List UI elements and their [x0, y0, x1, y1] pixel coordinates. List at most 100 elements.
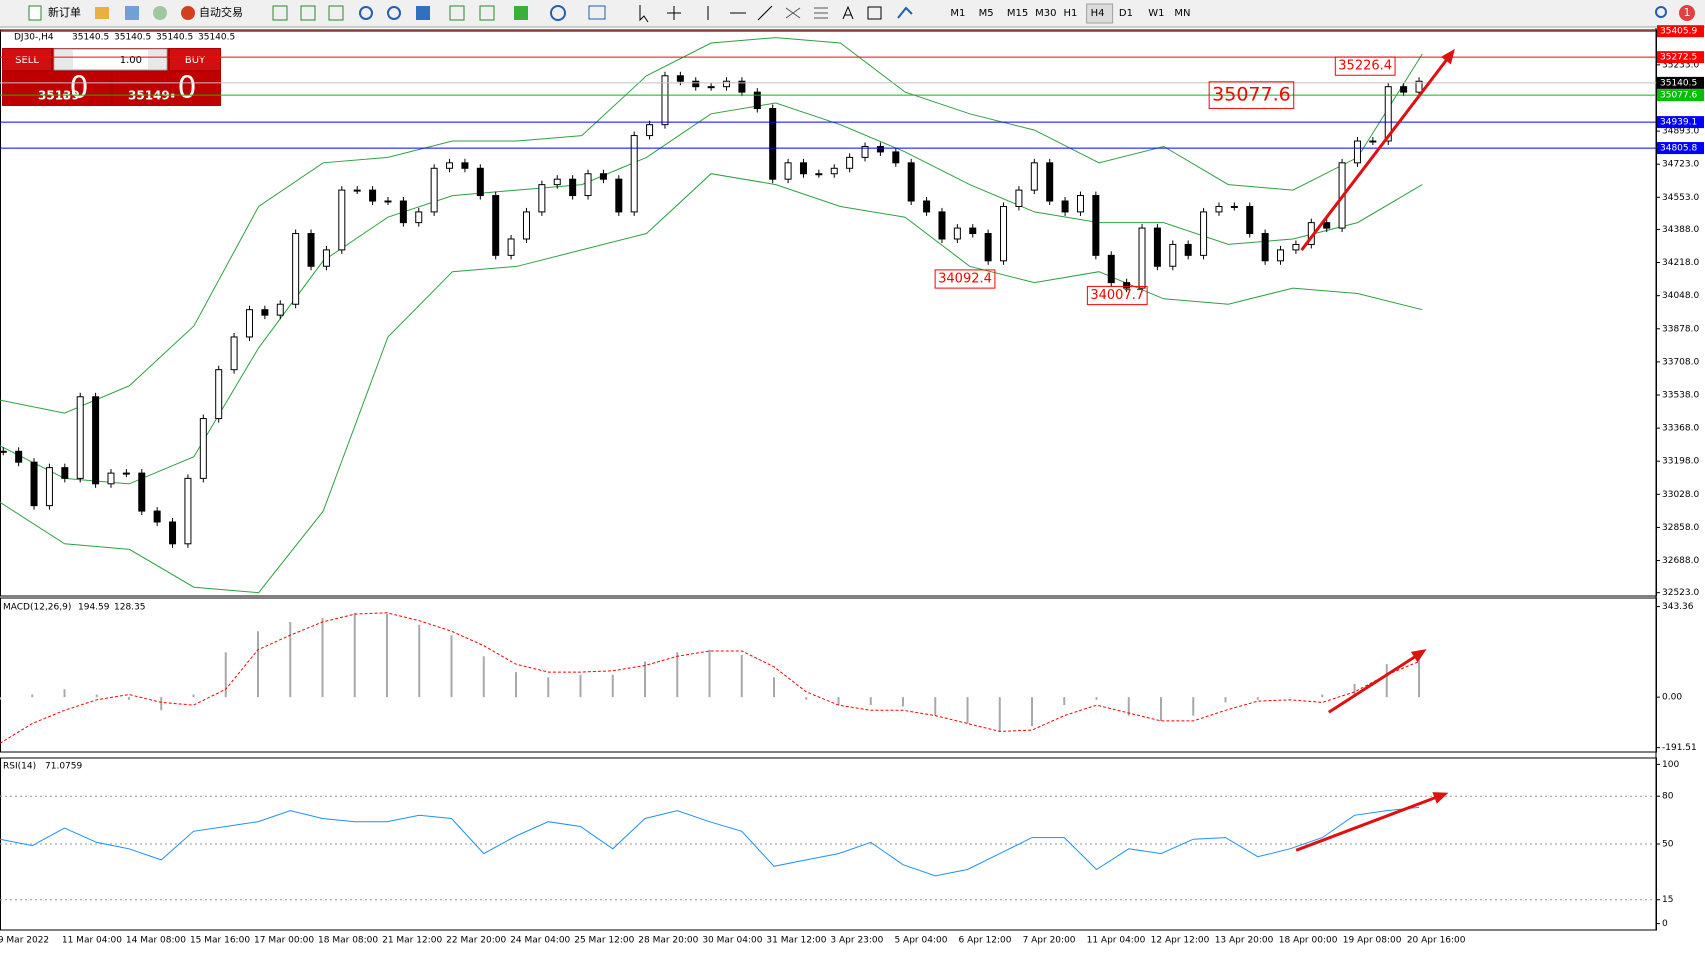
zoom-out-icon[interactable]: [387, 6, 401, 20]
label-icon[interactable]: [867, 6, 882, 20]
candle: [199, 418, 207, 479]
time-label: 17 Mar 00:00: [254, 936, 314, 946]
lot-down[interactable]: [55, 50, 73, 69]
fibo-icon[interactable]: [814, 7, 828, 19]
toolbar-icon[interactable]: [479, 5, 495, 21]
indicator-value: 128.35: [114, 603, 146, 613]
toolbar-icon[interactable]: [550, 5, 566, 21]
indicator-title: MACD(12,26,9): [3, 603, 71, 613]
time-label: 13 Apr 20:00: [1215, 936, 1274, 946]
search-icon[interactable]: [1655, 6, 1667, 18]
lot-up[interactable]: [148, 50, 166, 69]
candle: [907, 162, 915, 202]
toolbar-icon[interactable]: [328, 5, 344, 21]
arrow-annotation: [1327, 653, 1420, 714]
notification-count: 1: [1684, 6, 1691, 19]
auto-trading-button[interactable]: 自动交易: [199, 5, 243, 19]
buy-label: BUY: [185, 55, 206, 66]
timeframe-button[interactable]: M1: [950, 8, 965, 19]
candle: [76, 396, 84, 479]
trendline-icon[interactable]: [757, 5, 773, 21]
lot-input[interactable]: [53, 48, 168, 71]
timeframe-button[interactable]: M15: [1007, 8, 1028, 19]
timeframe-button[interactable]: H1: [1063, 8, 1077, 19]
candle: [45, 467, 53, 507]
toolbar-icon[interactable]: [95, 7, 109, 19]
candle: [276, 303, 284, 316]
price-label-box: [1657, 76, 1704, 89]
candle: [753, 91, 761, 109]
candle: [446, 162, 454, 169]
toolbar-icon[interactable]: [514, 6, 528, 20]
macd-bar: [805, 697, 808, 700]
macd-bar: [676, 652, 679, 698]
ohlc-value: 35140.5: [198, 33, 235, 43]
price-label: 35077.6: [1660, 91, 1697, 101]
candle: [815, 173, 823, 176]
new-order-button[interactable]: 新订单: [48, 5, 81, 19]
toolbar-icon[interactable]: [153, 6, 167, 20]
timeframe-button[interactable]: M30: [1035, 8, 1056, 19]
crosshair-icon[interactable]: [667, 6, 681, 20]
toolbar-icon[interactable]: [272, 5, 288, 21]
auto-trading-icon[interactable]: [181, 6, 195, 20]
time-label: 18 Mar 08:00: [318, 936, 378, 946]
price-label: 34805.8: [1660, 144, 1697, 154]
macd-bar: [740, 654, 743, 698]
macd-bar: [418, 624, 421, 698]
rsi-line: [0, 806, 1420, 877]
macd-bar: [1418, 651, 1421, 698]
toolbar-icon[interactable]: [785, 7, 801, 19]
price-label: 35405.9: [1660, 27, 1697, 37]
candle: [1169, 243, 1177, 267]
candle: [1277, 249, 1285, 262]
macd-bar: [160, 697, 163, 711]
notification-badge[interactable]: [1679, 5, 1695, 21]
time-label: 11 Mar 04:00: [62, 936, 122, 946]
candle: [984, 233, 992, 262]
candle: [61, 467, 69, 479]
y-tick-label: 100: [1662, 760, 1679, 770]
price-annotation: 35226.4: [1338, 59, 1392, 74]
toolbar-icon[interactable]: [416, 6, 430, 20]
text-icon[interactable]: [842, 5, 854, 20]
candle: [599, 173, 607, 180]
candle: [215, 369, 223, 420]
sell-button[interactable]: [3, 49, 51, 70]
candle: [399, 200, 407, 224]
new-order-icon[interactable]: [28, 5, 42, 21]
y-tick-label: 34553.0: [1662, 193, 1699, 203]
price-annotation: 35077.6: [1212, 84, 1291, 106]
y-tick-label: 33028.0: [1662, 490, 1699, 500]
zoom-in-icon[interactable]: [359, 6, 373, 20]
candle: [1200, 211, 1208, 256]
buy-price-box[interactable]: [113, 72, 220, 105]
toolbar-icon[interactable]: [897, 6, 913, 19]
timeframe-button[interactable]: W1: [1148, 8, 1164, 19]
timeframe-button[interactable]: H4: [1091, 8, 1105, 19]
macd-signal: [0, 612, 1420, 744]
sell-price-box[interactable]: [3, 72, 110, 105]
time-label: 25 Mar 12:00: [574, 936, 634, 946]
candle: [969, 227, 977, 235]
y-tick-label: 32858.0: [1662, 523, 1699, 533]
panel-frame: [0, 597, 1657, 753]
toolbar-icon[interactable]: [449, 5, 465, 21]
toolbar-icon[interactable]: [588, 5, 606, 20]
candle: [261, 309, 269, 316]
candle: [1123, 282, 1131, 289]
panel-frame: [0, 757, 1657, 931]
timeframe-button[interactable]: D1: [1119, 8, 1133, 19]
y-tick-label: 0.00: [1662, 693, 1682, 703]
candle: [769, 107, 777, 180]
timeframe-button[interactable]: M5: [979, 8, 994, 19]
candle: [784, 162, 792, 180]
toolbar-icon[interactable]: [300, 5, 316, 21]
buy-price-big: .0: [168, 71, 197, 106]
buy-button[interactable]: [170, 49, 220, 70]
timeframe-button[interactable]: MN: [1174, 8, 1190, 19]
time-label: 28 Mar 20:00: [638, 936, 698, 946]
toolbar-icon[interactable]: [125, 6, 139, 20]
sell-price-big: .0: [60, 71, 89, 106]
cursor-icon[interactable]: [639, 5, 649, 23]
